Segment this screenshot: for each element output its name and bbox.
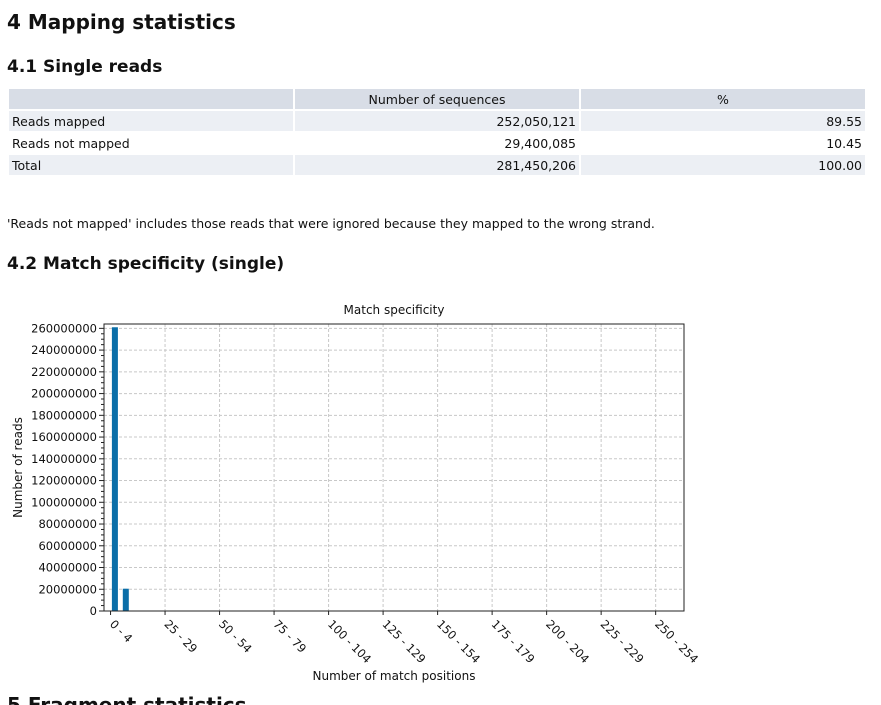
y-tick-label: 120000000 [31,474,97,488]
row-label: Reads not mapped [9,133,293,153]
x-tick-label: 200 - 204 [543,617,592,666]
row-label: Reads mapped [9,111,293,131]
row-count: 252,050,121 [295,111,579,131]
y-axis-label: Number of reads [11,417,25,518]
y-tick-label: 220000000 [31,365,97,379]
subsection-heading-match-specificity: 4.2 Match specificity (single) [7,254,285,274]
x-tick-label: 75 - 79 [271,617,310,656]
x-axis-label: Number of match positions [313,669,476,683]
bar [111,327,118,611]
row-percent: 100.00 [581,155,865,175]
table-header-cell [9,89,293,109]
table-header-row: Number of sequences % [9,89,865,109]
section-heading-fragment-statistics: 5 Fragment statistics [7,693,247,705]
chart-title: Match specificity [344,303,445,317]
table-row: Total 281,450,206 100.00 [9,155,865,175]
x-tick-label: 175 - 179 [489,617,538,666]
x-tick-label: 225 - 229 [598,617,647,666]
x-tick-label: 25 - 29 [162,617,201,656]
plot-frame [103,323,685,612]
x-tick-label: 50 - 54 [216,617,255,656]
y-tick-label: 240000000 [31,343,97,357]
table-footnote: 'Reads not mapped' includes those reads … [7,216,655,231]
table-row: Reads not mapped 29,400,085 10.45 [9,133,865,153]
row-count: 29,400,085 [295,133,579,153]
y-tick-label: 40000000 [38,561,97,575]
subsection-heading-single-reads: 4.1 Single reads [7,57,163,77]
row-percent: 89.55 [581,111,865,131]
x-tick-label: 150 - 154 [434,617,483,666]
x-tick-label: 0 - 4 [107,617,135,645]
x-tick-label: 125 - 129 [380,617,429,666]
y-tick-label: 140000000 [31,452,97,466]
y-tick-label: 100000000 [31,495,97,509]
x-tick-label: 100 - 104 [325,617,374,666]
y-tick-label: 200000000 [31,387,97,401]
table-header-cell: Number of sequences [295,89,579,109]
y-tick-label: 180000000 [31,408,97,422]
row-count: 281,450,206 [295,155,579,175]
table-header-cell: % [581,89,865,109]
table-row: Reads mapped 252,050,121 89.55 [9,111,865,131]
x-tick-label: 250 - 254 [652,617,701,666]
mapping-stats-table: Number of sequences % Reads mapped 252,0… [7,87,867,177]
section-heading-mapping-statistics: 4 Mapping statistics [7,10,236,34]
match-specificity-chart: Match specificity 0 20000000 40000000 600000… [11,303,701,683]
row-percent: 10.45 [581,133,865,153]
y-tick-label: 0 [90,604,97,618]
y-tick-label: 60000000 [38,539,97,553]
y-tick-label: 20000000 [38,582,97,596]
bar [122,588,129,611]
y-tick-label: 80000000 [38,517,97,531]
row-label: Total [9,155,293,175]
y-tick-label: 160000000 [31,430,97,444]
y-tick-label: 260000000 [31,321,97,335]
